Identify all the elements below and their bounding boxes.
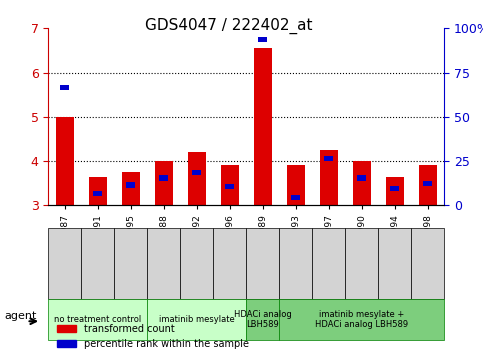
Bar <box>254 48 272 205</box>
Bar <box>122 172 140 205</box>
Legend: transformed count, percentile rank within the sample: transformed count, percentile rank withi… <box>53 320 253 353</box>
Bar <box>258 37 268 42</box>
Text: imatinib mesylate +
HDACi analog LBH589: imatinib mesylate + HDACi analog LBH589 <box>315 310 409 329</box>
Bar <box>60 85 70 90</box>
Text: agent: agent <box>5 311 37 321</box>
Bar <box>419 166 437 205</box>
Text: GDS4047 / 222402_at: GDS4047 / 222402_at <box>145 18 313 34</box>
Bar <box>225 184 234 189</box>
Bar <box>324 156 333 161</box>
Bar <box>291 195 300 200</box>
Text: HDACi analog
LBH589: HDACi analog LBH589 <box>234 310 292 329</box>
Bar <box>56 117 74 205</box>
Bar <box>192 170 201 175</box>
Bar <box>93 191 102 196</box>
Bar <box>353 161 371 205</box>
Bar <box>320 150 338 205</box>
Bar <box>221 166 239 205</box>
Bar <box>126 182 135 188</box>
Bar <box>188 152 206 205</box>
Bar <box>357 175 367 181</box>
Bar <box>390 186 399 191</box>
Bar <box>386 177 404 205</box>
Bar <box>89 177 107 205</box>
Bar <box>159 175 169 181</box>
Text: imatinib mesylate: imatinib mesylate <box>159 315 235 324</box>
Text: no treatment control: no treatment control <box>54 315 142 324</box>
Bar <box>423 181 432 186</box>
Bar <box>155 161 173 205</box>
Bar <box>287 166 305 205</box>
